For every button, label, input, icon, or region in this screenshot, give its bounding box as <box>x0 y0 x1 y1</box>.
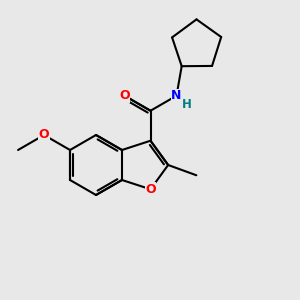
Text: O: O <box>145 183 156 196</box>
Text: O: O <box>39 128 50 142</box>
Text: O: O <box>119 89 130 102</box>
Text: N: N <box>171 89 182 102</box>
Text: H: H <box>182 98 192 111</box>
